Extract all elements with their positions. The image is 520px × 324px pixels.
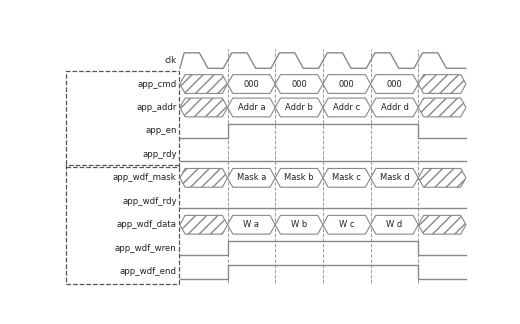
Polygon shape [371,75,418,93]
Text: app_en: app_en [145,126,177,135]
Polygon shape [180,215,228,234]
Text: Addr b: Addr b [285,103,313,112]
Polygon shape [180,75,228,93]
Bar [66,165,179,284]
Polygon shape [323,168,371,187]
Text: W d: W d [386,220,402,229]
Polygon shape [275,98,323,117]
Polygon shape [323,215,371,234]
Text: 000: 000 [243,79,259,88]
Text: clk: clk [164,56,177,65]
Polygon shape [418,215,466,234]
Polygon shape [228,75,275,93]
Polygon shape [418,75,466,93]
Text: app_cmd: app_cmd [137,79,177,88]
Text: app_addr: app_addr [136,103,177,112]
Bar [66,71,179,167]
Text: 000: 000 [386,79,402,88]
Text: Addr d: Addr d [381,103,408,112]
Text: Mask c: Mask c [332,173,361,182]
Polygon shape [323,75,371,93]
Text: app_wdf_rdy: app_wdf_rdy [122,197,177,206]
Polygon shape [275,75,323,93]
Polygon shape [275,215,323,234]
Text: app_wdf_end: app_wdf_end [120,267,177,276]
Polygon shape [180,98,228,117]
Text: Addr a: Addr a [238,103,265,112]
Text: W a: W a [243,220,259,229]
Text: 000: 000 [291,79,307,88]
Polygon shape [371,98,418,117]
Polygon shape [228,168,275,187]
Polygon shape [371,215,418,234]
Text: app_wdf_wren: app_wdf_wren [115,244,177,253]
Polygon shape [275,168,323,187]
Polygon shape [371,168,418,187]
Text: Addr c: Addr c [333,103,360,112]
Text: app_wdf_mask: app_wdf_mask [113,173,177,182]
Text: 000: 000 [339,79,355,88]
Text: W b: W b [291,220,307,229]
Text: app_wdf_data: app_wdf_data [116,220,177,229]
Text: Mask b: Mask b [284,173,314,182]
Polygon shape [228,98,275,117]
Text: Mask a: Mask a [237,173,266,182]
Polygon shape [418,98,466,117]
Text: W c: W c [339,220,355,229]
Text: app_rdy: app_rdy [142,150,177,159]
Text: Mask d: Mask d [380,173,409,182]
Polygon shape [228,215,275,234]
Polygon shape [418,168,466,187]
Polygon shape [180,168,228,187]
Polygon shape [323,98,371,117]
